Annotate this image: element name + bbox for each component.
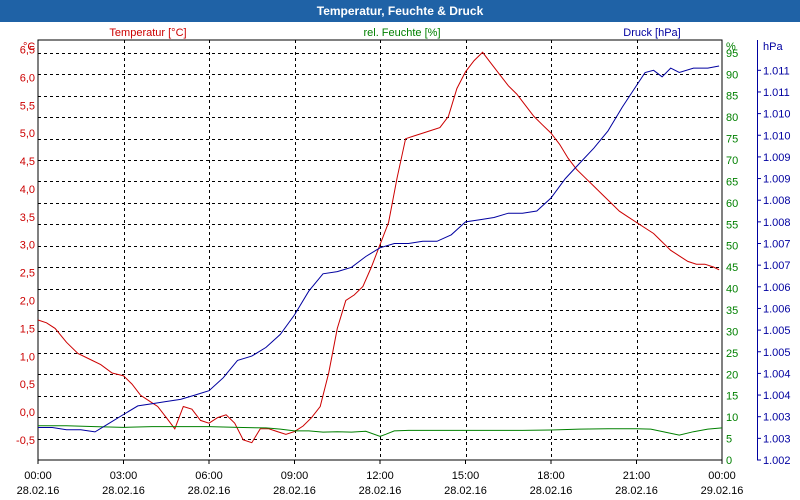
- window-title: Temperatur, Feuchte & Druck: [0, 0, 800, 22]
- hum-tick-label: 10: [726, 412, 738, 424]
- x-tick-date: 28.02.16: [444, 485, 487, 497]
- temp-tick-label: 6,5: [20, 44, 35, 56]
- hum-tick-label: 25: [726, 348, 738, 360]
- press-tick-label: 1.007: [763, 239, 791, 251]
- hum-tick-label: 30: [726, 326, 738, 338]
- temp-tick-label: 0,5: [20, 379, 35, 391]
- press-tick-label: 1.005: [763, 347, 791, 359]
- press-tick-label: 1.003: [763, 412, 791, 424]
- x-tick-time: 03:00: [110, 470, 138, 482]
- hum-tick-label: 0: [726, 455, 732, 467]
- hum-tick-label: 40: [726, 284, 738, 296]
- press-tick-label: 1.010: [763, 130, 791, 142]
- x-tick-date: 28.02.16: [530, 485, 573, 497]
- press-unit: hPa: [763, 41, 783, 53]
- temp-tick-label: 4,0: [20, 184, 35, 196]
- hum-unit: %: [726, 41, 736, 53]
- press-tick-label: 1.010: [763, 109, 791, 121]
- x-tick-time: 12:00: [366, 470, 394, 482]
- hum-tick-label: 45: [726, 262, 738, 274]
- press-tick-label: 1.003: [763, 433, 791, 445]
- hum-tick-label: 65: [726, 176, 738, 188]
- x-tick-date: 28.02.16: [273, 485, 316, 497]
- hum-tick-label: 15: [726, 391, 738, 403]
- temp-tick-label: 2,0: [20, 295, 35, 307]
- hum-tick-label: 50: [726, 241, 738, 253]
- press-tick-label: 1.004: [763, 390, 791, 402]
- temp-tick-label: 1,0: [20, 351, 35, 363]
- hum-tick-label: 95: [726, 48, 738, 60]
- press-tick-label: 1.011: [763, 65, 790, 77]
- x-tick-time: 15:00: [452, 470, 480, 482]
- x-tick-time: 00:00: [24, 470, 52, 482]
- press-tick-label: 1.006: [763, 303, 791, 315]
- x-tick-date: 28.02.16: [615, 485, 658, 497]
- hum-axis-title: rel. Feuchte [%]: [363, 27, 440, 39]
- hum-tick-label: 55: [726, 219, 738, 231]
- temp-tick-label: 5,5: [20, 100, 35, 112]
- hum-tick-label: 35: [726, 305, 738, 317]
- press-tick-label: 1.011: [763, 87, 790, 99]
- x-tick-date: 28.02.16: [188, 485, 231, 497]
- press-tick-label: 1.005: [763, 325, 791, 337]
- x-tick-time: 18:00: [537, 470, 565, 482]
- press-tick-label: 1.009: [763, 152, 791, 164]
- series-line-press: [38, 65, 720, 433]
- press-tick-label: 1.008: [763, 217, 791, 229]
- series-line-temp: [37, 51, 720, 444]
- temp-tick-label: 3,0: [20, 240, 35, 252]
- x-tick-date: 28.02.16: [17, 485, 60, 497]
- x-tick-time: 09:00: [281, 470, 309, 482]
- temp-tick-label: 0,0: [20, 407, 35, 419]
- hum-tick-label: 70: [726, 155, 738, 167]
- press-tick-label: 1.006: [763, 282, 791, 294]
- x-tick-time: 21:00: [623, 470, 651, 482]
- press-tick-label: 1.009: [763, 174, 791, 186]
- press-tick-label: 1.002: [763, 455, 791, 467]
- temp-unit: °C: [23, 41, 35, 53]
- temp-axis-title: Temperatur [°C]: [109, 27, 186, 39]
- press-tick-label: 1.007: [763, 260, 791, 272]
- temp-tick-label: 3,5: [20, 212, 35, 224]
- x-tick-date: 28.02.16: [359, 485, 402, 497]
- x-tick-time: 00:00: [708, 470, 736, 482]
- temp-tick-label: 1,5: [20, 323, 35, 335]
- press-tick-label: 1.008: [763, 195, 791, 207]
- hum-tick-label: 80: [726, 112, 738, 124]
- hum-tick-label: 85: [726, 91, 738, 103]
- temp-tick-label: -0,5: [16, 435, 35, 447]
- temp-tick-label: 6,0: [20, 72, 35, 84]
- series-line-hum: [38, 425, 723, 437]
- press-tick-label: 1.004: [763, 368, 791, 380]
- x-tick-date: 29.02.16: [701, 485, 744, 497]
- hum-tick-label: 60: [726, 198, 738, 210]
- hum-tick-label: 75: [726, 134, 738, 146]
- x-tick-time: 06:00: [195, 470, 223, 482]
- press-axis-title: Druck [hPa]: [623, 27, 680, 39]
- hum-tick-label: 90: [726, 69, 738, 81]
- temp-tick-label: 5,0: [20, 128, 35, 140]
- x-tick-date: 28.02.16: [102, 485, 145, 497]
- temp-tick-label: 2,5: [20, 268, 35, 280]
- temp-tick-label: 4,5: [20, 156, 35, 168]
- hum-tick-label: 5: [726, 434, 732, 446]
- hum-tick-label: 20: [726, 369, 738, 381]
